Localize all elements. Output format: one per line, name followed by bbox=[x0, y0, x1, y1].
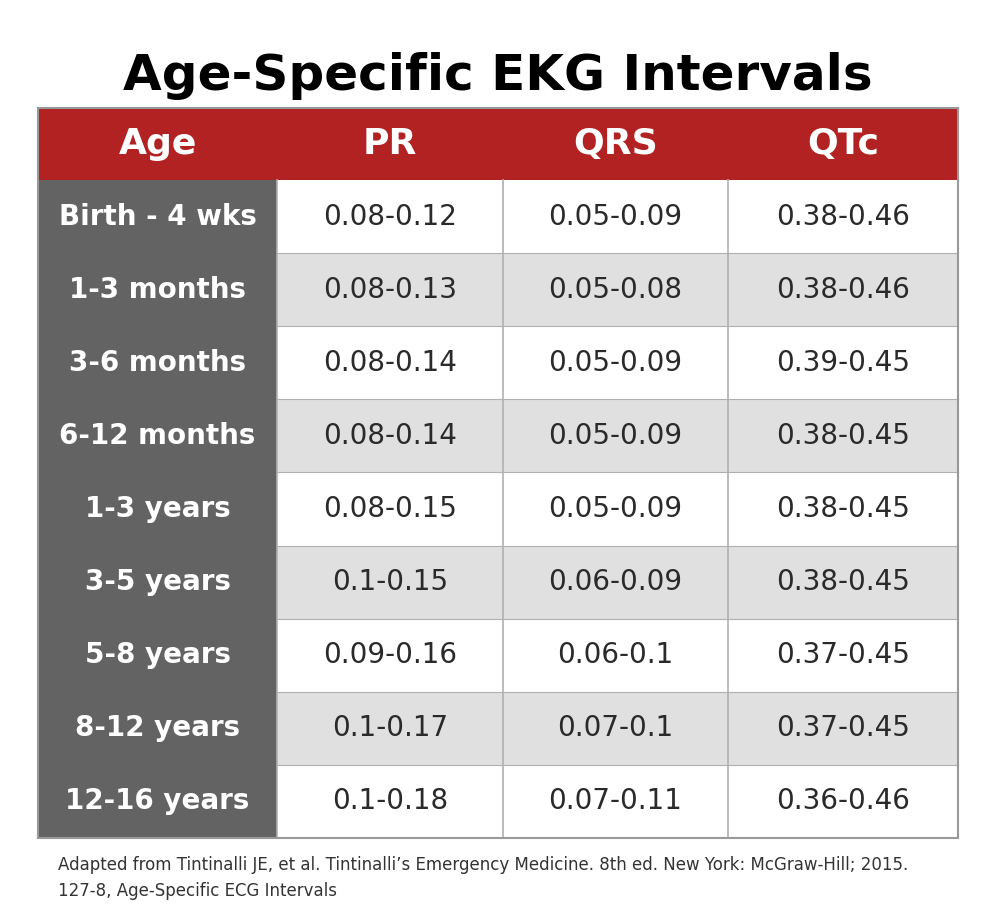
Bar bbox=[503, 253, 728, 326]
Text: 12-16 years: 12-16 years bbox=[66, 788, 250, 815]
Text: 0.08-0.13: 0.08-0.13 bbox=[323, 276, 457, 303]
Bar bbox=[728, 765, 958, 838]
Text: 0.06-0.1: 0.06-0.1 bbox=[557, 642, 673, 669]
Bar bbox=[503, 473, 728, 546]
Text: 5-8 years: 5-8 years bbox=[85, 642, 231, 669]
Bar bbox=[277, 399, 503, 473]
Bar bbox=[728, 326, 958, 399]
Bar bbox=[277, 765, 503, 838]
Text: 0.38-0.45: 0.38-0.45 bbox=[776, 569, 910, 596]
Bar bbox=[503, 619, 728, 692]
Text: 0.1-0.17: 0.1-0.17 bbox=[332, 715, 448, 742]
Bar bbox=[503, 326, 728, 399]
Text: 0.39-0.45: 0.39-0.45 bbox=[776, 349, 910, 377]
Bar bbox=[503, 399, 728, 473]
Text: 3-5 years: 3-5 years bbox=[85, 569, 231, 596]
Text: 0.05-0.08: 0.05-0.08 bbox=[549, 276, 682, 303]
Text: 0.05-0.09: 0.05-0.09 bbox=[548, 203, 682, 230]
Text: Age: Age bbox=[119, 127, 197, 161]
Bar bbox=[728, 473, 958, 546]
Text: Age-Specific EKG Intervals: Age-Specific EKG Intervals bbox=[124, 52, 872, 100]
Text: 0.07-0.1: 0.07-0.1 bbox=[557, 715, 673, 742]
Text: 0.08-0.14: 0.08-0.14 bbox=[323, 349, 457, 377]
Bar bbox=[503, 108, 728, 180]
Text: 0.1-0.18: 0.1-0.18 bbox=[332, 788, 448, 815]
Text: 1-3 years: 1-3 years bbox=[85, 495, 230, 523]
Bar bbox=[277, 546, 503, 619]
Text: 0.37-0.45: 0.37-0.45 bbox=[776, 715, 910, 742]
Bar bbox=[728, 399, 958, 473]
Bar bbox=[728, 180, 958, 253]
Text: 0.38-0.45: 0.38-0.45 bbox=[776, 495, 910, 523]
Text: 8-12 years: 8-12 years bbox=[75, 715, 240, 742]
Bar bbox=[38, 473, 277, 546]
Text: 0.05-0.09: 0.05-0.09 bbox=[548, 495, 682, 523]
Text: 0.06-0.09: 0.06-0.09 bbox=[548, 569, 682, 596]
Bar bbox=[277, 108, 503, 180]
Text: 0.08-0.15: 0.08-0.15 bbox=[323, 495, 457, 523]
Bar bbox=[38, 108, 277, 180]
Text: 0.38-0.46: 0.38-0.46 bbox=[776, 276, 910, 303]
Bar bbox=[728, 546, 958, 619]
Bar bbox=[38, 253, 277, 326]
Bar bbox=[38, 692, 277, 765]
Text: 0.08-0.12: 0.08-0.12 bbox=[323, 203, 457, 230]
Bar bbox=[728, 108, 958, 180]
Bar bbox=[38, 108, 958, 838]
Text: PR: PR bbox=[363, 127, 417, 161]
Bar bbox=[38, 326, 277, 399]
Text: 1-3 months: 1-3 months bbox=[69, 276, 246, 303]
Bar bbox=[38, 619, 277, 692]
Bar bbox=[38, 180, 277, 253]
Text: Adapted from Tintinalli JE, et al. Tintinalli’s Emergency Medicine. 8th ed. New : Adapted from Tintinalli JE, et al. Tinti… bbox=[58, 856, 908, 900]
Text: 0.38-0.45: 0.38-0.45 bbox=[776, 422, 910, 450]
Text: Birth - 4 wks: Birth - 4 wks bbox=[59, 203, 257, 230]
Bar bbox=[38, 546, 277, 619]
Text: 0.37-0.45: 0.37-0.45 bbox=[776, 642, 910, 669]
Bar bbox=[728, 692, 958, 765]
Bar bbox=[503, 692, 728, 765]
Bar bbox=[38, 765, 277, 838]
Text: QTc: QTc bbox=[807, 127, 879, 161]
Bar bbox=[277, 619, 503, 692]
Text: 0.38-0.46: 0.38-0.46 bbox=[776, 203, 910, 230]
Bar bbox=[503, 765, 728, 838]
Text: 0.08-0.14: 0.08-0.14 bbox=[323, 422, 457, 450]
Text: 0.36-0.46: 0.36-0.46 bbox=[776, 788, 910, 815]
Bar bbox=[503, 180, 728, 253]
Text: 0.09-0.16: 0.09-0.16 bbox=[323, 642, 457, 669]
Text: 0.05-0.09: 0.05-0.09 bbox=[548, 422, 682, 450]
Text: 6-12 months: 6-12 months bbox=[60, 422, 256, 450]
Bar bbox=[277, 326, 503, 399]
Text: QRS: QRS bbox=[573, 127, 657, 161]
Text: 0.05-0.09: 0.05-0.09 bbox=[548, 349, 682, 377]
Bar bbox=[277, 253, 503, 326]
Text: 0.07-0.11: 0.07-0.11 bbox=[549, 788, 682, 815]
Bar bbox=[728, 253, 958, 326]
Bar bbox=[277, 473, 503, 546]
Bar bbox=[277, 692, 503, 765]
Bar bbox=[728, 619, 958, 692]
Bar bbox=[277, 180, 503, 253]
Bar bbox=[503, 546, 728, 619]
Bar bbox=[38, 399, 277, 473]
Text: 0.1-0.15: 0.1-0.15 bbox=[332, 569, 448, 596]
Text: 3-6 months: 3-6 months bbox=[69, 349, 246, 377]
